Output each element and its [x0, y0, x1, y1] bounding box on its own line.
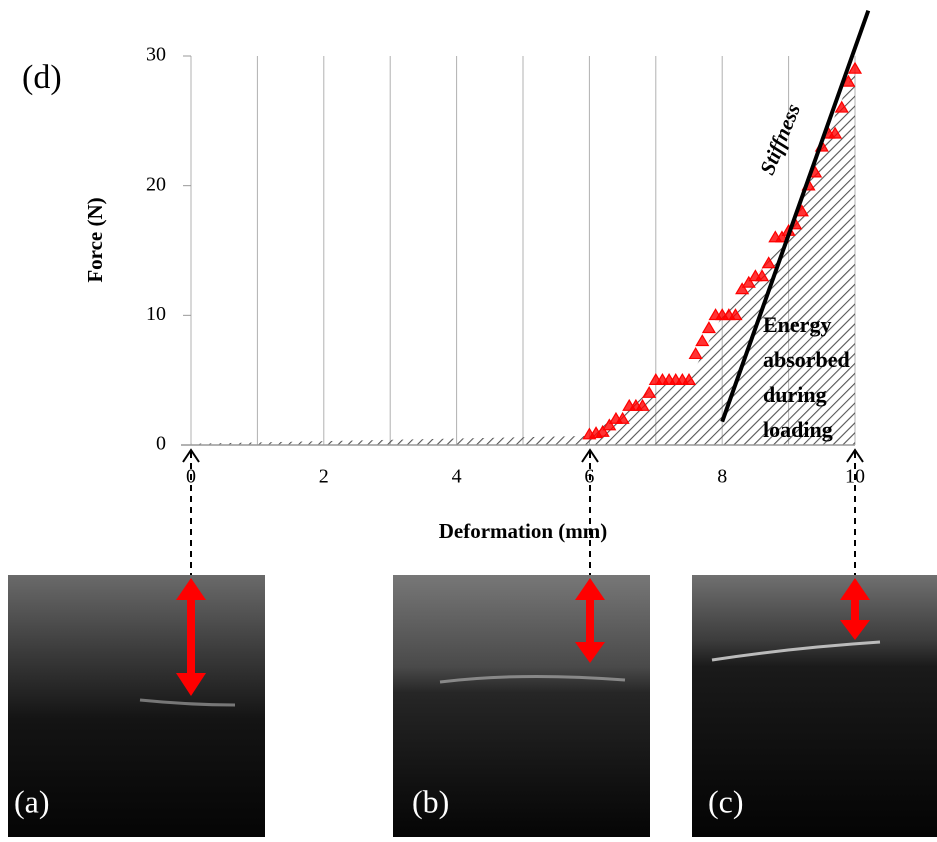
image-label: (b): [412, 783, 449, 819]
y-tick-label: 20: [146, 173, 166, 195]
x-axis-title: Deformation (mm): [439, 519, 608, 543]
energy-annotation: during: [763, 382, 827, 407]
data-point: [690, 348, 702, 358]
ultrasound-images: (a) (b) (c): [8, 575, 937, 837]
figure: (d) 01020300246810Deformation (mm)Force …: [0, 0, 937, 837]
y-tick-label: 30: [146, 44, 166, 66]
energy-annotation: absorbed: [763, 347, 850, 372]
stiffness-label: Stiffness: [755, 100, 805, 178]
data-point: [703, 322, 715, 332]
data-point: [696, 335, 708, 345]
y-tick-label: 0: [156, 433, 166, 455]
x-tick-label: 4: [452, 466, 462, 488]
x-tick-label: 2: [319, 466, 329, 488]
energy-annotation: loading: [763, 417, 833, 442]
panel-label: (d): [22, 59, 62, 96]
y-tick-label: 10: [146, 303, 166, 325]
image-label: (c): [708, 783, 744, 819]
energy-annotation: Energy: [763, 312, 831, 337]
x-tick-label: 8: [717, 466, 727, 488]
image-label: (a): [14, 783, 50, 819]
y-axis-title: Force (N): [83, 197, 107, 282]
connectors: [183, 450, 863, 575]
